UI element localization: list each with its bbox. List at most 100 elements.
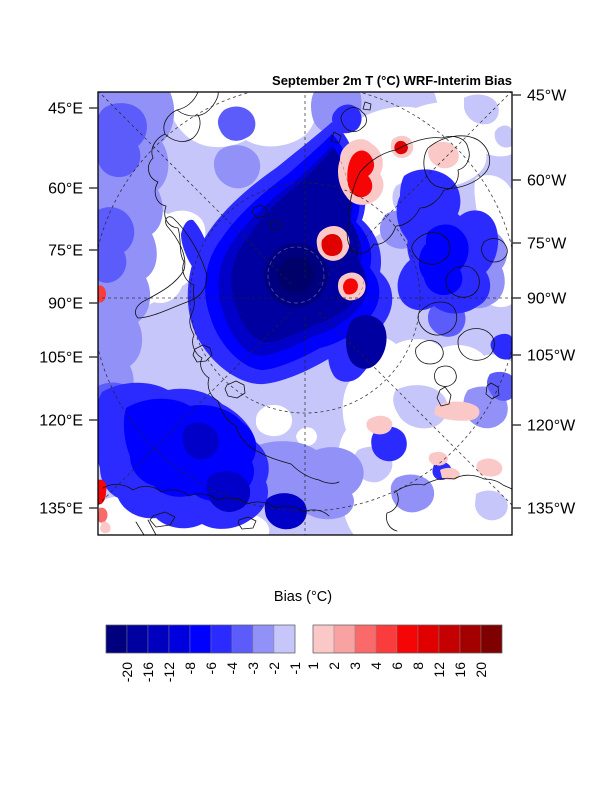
field-region-blue3-upper-left	[98, 103, 147, 178]
coastline-10	[135, 519, 157, 535]
field-region-lav-br3	[475, 490, 508, 521]
lon-label-right-1: 60°W	[527, 173, 567, 190]
colorbar-positive-label-7: 16	[452, 662, 468, 678]
colorbar-positive-label-3: 4	[368, 662, 384, 670]
field-region-navy2-bl-patch2	[206, 471, 251, 513]
lon-label-left-3: 90°E	[48, 296, 83, 313]
field-region-pink-br-streak1	[434, 401, 480, 421]
lon-label-right-3: 90°W	[527, 291, 567, 308]
coastline-27	[481, 238, 508, 263]
coastline-25	[457, 328, 495, 361]
lon-label-right-2: 75°W	[527, 236, 567, 253]
field-region-lav-br1	[393, 385, 448, 429]
colorbar-positive-label-6: 12	[431, 662, 447, 678]
coastline-28	[434, 365, 457, 387]
colorbar-segments	[105, 624, 503, 654]
coastline-12	[386, 492, 399, 532]
colorbar-positive-segment-4	[396, 624, 419, 654]
coastline-0	[148, 92, 199, 314]
graticule-latitude-circle-0	[189, 182, 421, 414]
longitude-axis-right: 45°W 60°W 75°W 90°W 105°W 120°W 135°W	[512, 88, 576, 518]
colorbar-positive-segment-3	[375, 624, 398, 654]
coastline-22	[411, 232, 451, 265]
contour-ring-0	[267, 246, 325, 304]
colorbar-positive-segment-5	[417, 624, 440, 654]
colorbar-negative-label-8: -1	[287, 662, 303, 675]
colorbar-positive-label-5: 8	[410, 662, 426, 670]
coastline-4	[135, 216, 208, 319]
figure-title: September 2m T (°C) WRF-Interim Bias	[272, 73, 512, 88]
coastline-8	[149, 511, 176, 528]
colorbar-negative-segment-3	[168, 624, 191, 654]
coastline-16	[340, 107, 367, 132]
field-region-med-upper-left-spot	[213, 145, 261, 189]
graticule-meridian-225	[98, 311, 292, 506]
coastline-21	[423, 135, 491, 189]
coastline-5	[192, 344, 213, 363]
contour-outline-navy	[231, 147, 365, 343]
colorbar-positive-border	[312, 624, 503, 654]
field-region-blue3-barents	[217, 106, 256, 141]
colorbar-negative-label-1: -16	[140, 662, 156, 682]
coastline-15	[346, 136, 470, 254]
colorbar-positive-segment-2	[354, 624, 377, 654]
coastline-layer	[102, 92, 512, 535]
coastline-11	[393, 474, 512, 494]
colorbar-negative-label-5: -4	[224, 662, 240, 675]
field-region-lav-corner1	[464, 94, 499, 125]
colorbar-positive-segment-0	[312, 624, 335, 654]
graticule-meridian-315	[98, 92, 292, 285]
contour-line-layer	[231, 147, 365, 343]
field-region-white-hole-center1	[255, 404, 293, 437]
colorbar-negative-segment-5	[210, 624, 233, 654]
coastline-3	[189, 312, 340, 484]
colorbar-positive-label-2: 3	[347, 662, 363, 670]
coastline-13	[436, 386, 452, 407]
graticule-meridian-45	[318, 92, 512, 285]
colorbar-negative-border	[105, 624, 296, 654]
field-region-pink-left-edge	[100, 521, 111, 534]
field-region-core-darkest	[278, 257, 314, 293]
field-region-navy2-bl-patch3	[264, 493, 307, 530]
colorbar-negative-segment-6	[231, 624, 254, 654]
colorbar-negative-segment-1	[126, 624, 149, 654]
lon-label-left-6: 135°E	[39, 501, 83, 518]
field-region-white-bottom-right	[338, 335, 512, 535]
colorbar-positive-label-1: 2	[326, 662, 342, 670]
field-region-white-hole-center2	[296, 427, 317, 446]
colorbar-positive-label-4: 6	[389, 662, 405, 670]
bias-field-layer	[98, 92, 512, 535]
field-region-lav-corner2	[494, 125, 512, 148]
coastline-6	[224, 380, 246, 399]
map-frame	[97, 91, 513, 536]
colorbar: Bias (°C) -20 -16 -12 -8 -6 -4 -3 -2 -1 1 2 3 4 6 8 12 1…	[105, 589, 503, 682]
coastline-20	[269, 219, 282, 231]
field-region-blue3-right2	[487, 371, 512, 401]
colorbar-negative-label-7: -2	[266, 662, 282, 675]
colorbar-positive-segment-1	[333, 624, 356, 654]
field-region-pink-br-streak4	[476, 458, 503, 477]
field-region-blue2-br-spot1	[371, 426, 407, 462]
field-region-pink-ellesmere	[428, 141, 459, 169]
coastline-19	[251, 204, 268, 219]
field-region-red-core-fram1	[321, 234, 343, 256]
graticule-layer	[98, 92, 512, 535]
field-region-blue2-br-spot2	[490, 333, 512, 360]
graticule-meridian-135	[318, 311, 512, 506]
coastline-26	[415, 340, 444, 365]
field-region-blue2-svalbard-n	[332, 104, 362, 134]
colorbar-negative-segment-4	[189, 624, 212, 654]
colorbar-negative-label-4: -6	[203, 662, 219, 675]
field-region-blue3-left-edge	[98, 207, 135, 283]
lon-label-left-0: 45°E	[48, 101, 83, 118]
lon-label-right-6: 135°W	[527, 501, 576, 518]
field-region-blue2-novaya-streak	[181, 219, 210, 273]
lon-label-left-1: 60°E	[48, 181, 83, 198]
colorbar-negative-label-0: -20	[119, 662, 135, 682]
colorbar-tick-labels: -20 -16 -12 -8 -6 -4 -3 -2 -1 1 2 3 4 6 8 12 16 20	[119, 662, 489, 682]
colorbar-negative-label-3: -8	[182, 662, 198, 675]
coastline-7	[102, 484, 330, 517]
field-region-red-core-fram2	[343, 278, 358, 295]
field-region-navy2-bl-patch1	[182, 422, 219, 460]
map-plot-area: 45°E 60°E 75°E 90°E 105°E 120°E 135°E 45°W 60°W…	[39, 88, 576, 536]
